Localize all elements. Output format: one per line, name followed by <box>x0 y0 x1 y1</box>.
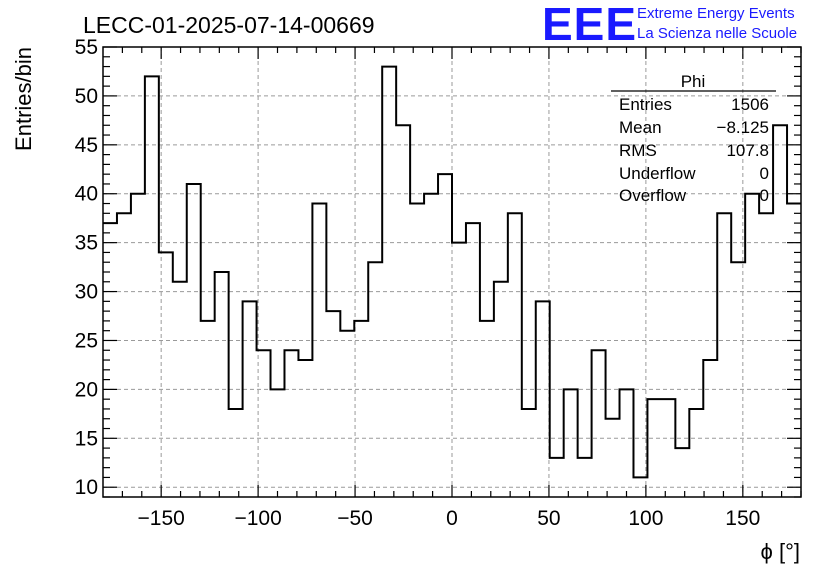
stats-entries-label: Entries <box>619 95 672 114</box>
histogram-bin-6 <box>187 184 201 497</box>
histogram-bin-10 <box>243 301 257 497</box>
histogram-bin-37 <box>620 389 634 497</box>
stats-mean-label: Mean <box>619 118 662 137</box>
histogram-bin-23 <box>424 194 438 497</box>
y-tick-label: 20 <box>75 378 98 401</box>
histogram-bin-14 <box>298 360 312 497</box>
eee-logo: EEE Extreme Energy Events La Scienza nel… <box>542 0 797 50</box>
histogram-bin-39 <box>647 399 661 497</box>
histogram-bin-33 <box>564 389 578 497</box>
y-tick-labels: 10 15 20 25 30 35 40 45 50 55 <box>75 36 98 499</box>
histogram-bin-18 <box>354 321 368 497</box>
histogram-bin-8 <box>215 272 229 497</box>
histogram-bin-31 <box>536 301 550 497</box>
histogram-bin-15 <box>312 204 326 497</box>
stats-overflow-label: Overflow <box>619 186 687 205</box>
histogram-bin-5 <box>173 282 187 497</box>
histogram-bin-43 <box>703 360 717 497</box>
x-tick-label: −150 <box>138 507 185 530</box>
stats-overflow-value: 0 <box>760 186 769 205</box>
histogram-bin-29 <box>508 213 522 497</box>
histogram-bin-2 <box>131 194 145 497</box>
histogram-bin-30 <box>522 409 536 497</box>
histogram-series <box>103 65 801 497</box>
histogram-bin-21 <box>396 125 410 497</box>
y-tick-label: 55 <box>75 36 98 59</box>
histogram-bin-44 <box>717 213 731 497</box>
histogram-bin-1 <box>117 213 131 497</box>
logo-mark: EEE <box>542 0 637 50</box>
stats-rms-label: RMS <box>619 141 657 160</box>
histogram-bin-48 <box>773 125 787 497</box>
stats-underflow-label: Underflow <box>619 164 696 183</box>
stats-box: Phi Entries 1506 Mean −8.125 RMS 107.8 U… <box>611 72 776 205</box>
x-tick-labels: −150 −100 −50 0 50 100 150 <box>138 507 761 530</box>
y-tick-label: 15 <box>75 427 98 450</box>
histogram-bin-22 <box>410 204 424 497</box>
axis-ticks <box>103 46 802 498</box>
histogram-bin-17 <box>340 331 354 497</box>
histogram-bin-13 <box>284 350 298 497</box>
y-axis-label: Entries/bin <box>11 47 36 151</box>
stats-entries-value: 1506 <box>731 95 769 114</box>
y-tick-label: 30 <box>75 281 98 304</box>
histogram-bin-42 <box>689 409 703 497</box>
histogram-bin-3 <box>145 76 159 497</box>
histogram-bin-46 <box>745 194 759 497</box>
histogram-bin-36 <box>606 419 620 497</box>
stats-title: Phi <box>681 72 706 91</box>
histogram-bin-28 <box>494 282 508 497</box>
histogram-bin-24 <box>438 174 452 497</box>
histogram-bin-19 <box>368 262 382 497</box>
histogram-bin-20 <box>382 67 396 497</box>
histogram-bin-7 <box>201 321 215 497</box>
histogram-bin-16 <box>326 311 340 497</box>
histogram-bin-26 <box>466 223 480 497</box>
chart-title: LECC-01-2025-07-14-00669 <box>83 12 375 38</box>
histogram-bin-25 <box>452 243 466 497</box>
histogram-bin-35 <box>592 350 606 497</box>
logo-line-1: Extreme Energy Events <box>637 5 795 22</box>
histogram-outline <box>103 65 801 479</box>
logo-line-2: La Scienza nelle Scuole <box>637 25 797 42</box>
x-tick-label: −50 <box>337 507 373 530</box>
y-tick-label: 25 <box>75 329 98 352</box>
histogram-bin-34 <box>578 458 592 497</box>
x-tick-label: −100 <box>234 507 281 530</box>
histogram-bin-11 <box>257 350 271 497</box>
x-tick-label: 0 <box>446 507 458 530</box>
x-tick-label: 150 <box>725 507 760 530</box>
histogram-bin-41 <box>675 448 689 497</box>
stats-rms-value: 107.8 <box>726 141 769 160</box>
histogram-bin-9 <box>229 409 243 497</box>
y-tick-label: 40 <box>75 183 98 206</box>
stats-underflow-value: 0 <box>760 164 769 183</box>
y-tick-label: 35 <box>75 232 98 255</box>
histogram-bin-40 <box>661 399 675 497</box>
histogram-bin-27 <box>480 321 494 497</box>
histogram-bin-45 <box>731 262 745 497</box>
y-tick-label: 45 <box>75 134 98 157</box>
histogram-bin-4 <box>159 252 173 497</box>
histogram-bin-32 <box>550 458 564 497</box>
y-tick-label: 10 <box>75 476 98 499</box>
stats-mean-value: −8.125 <box>717 118 769 137</box>
histogram-bin-47 <box>759 213 773 497</box>
y-tick-label: 50 <box>75 85 98 108</box>
x-tick-label: 50 <box>537 507 560 530</box>
histogram-bin-12 <box>271 389 285 497</box>
x-tick-label: 100 <box>628 507 663 530</box>
x-axis-label: ϕ [°] <box>761 539 800 564</box>
